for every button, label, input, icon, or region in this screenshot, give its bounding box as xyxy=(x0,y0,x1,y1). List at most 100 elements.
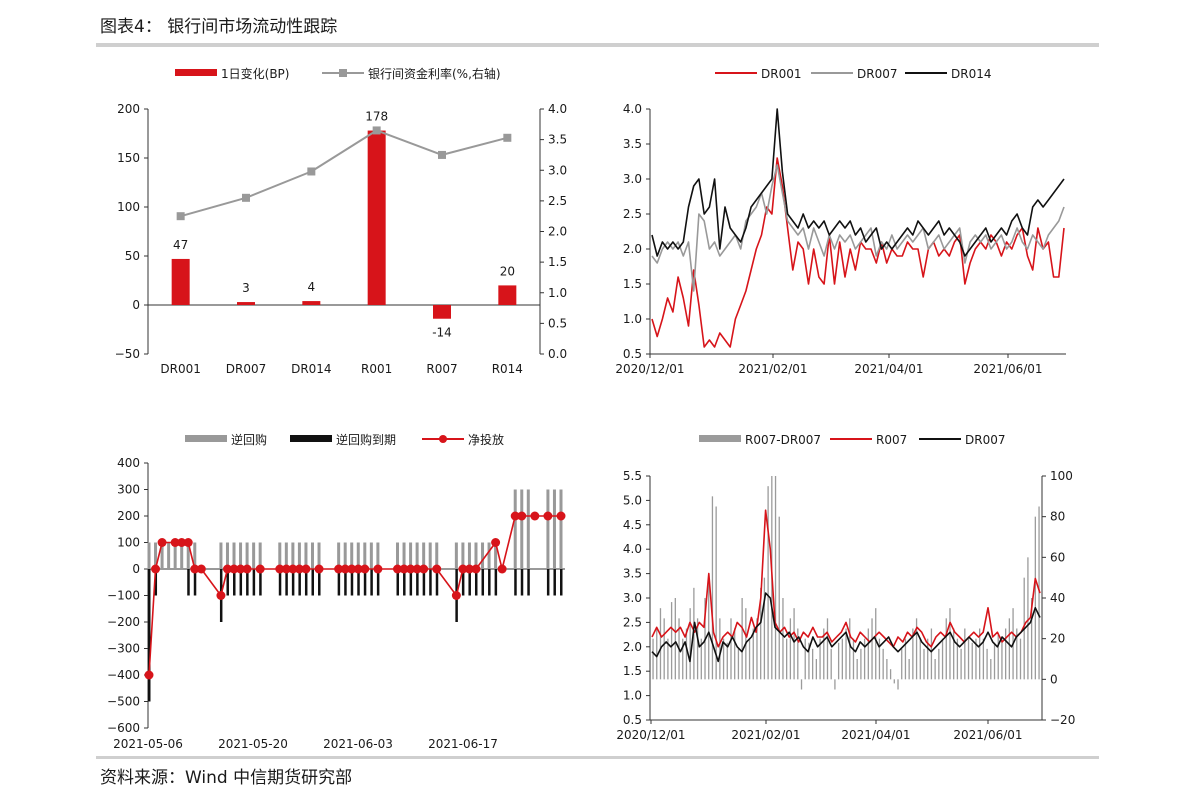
p3-maturity-bar xyxy=(298,569,301,596)
p3-repo-bar xyxy=(559,489,563,569)
p4-spread-bar xyxy=(849,618,851,680)
p1-ytick-right-label: 1.0 xyxy=(548,286,567,300)
p3-repo-bar xyxy=(552,489,556,569)
p4-spread-bar xyxy=(756,618,758,680)
p4-spread-bar xyxy=(782,598,784,680)
p3-repo-bar xyxy=(494,542,498,569)
p4-spread-bar xyxy=(912,628,914,680)
p1-xtick-label: R007 xyxy=(426,362,457,376)
p3-net-marker xyxy=(471,564,481,574)
p4-spread-bar xyxy=(971,642,973,680)
p3-repo-bar xyxy=(239,542,243,569)
p4-spread-bar xyxy=(696,618,699,680)
p1-legend-bar-swatch xyxy=(175,69,217,76)
p3-net-marker xyxy=(236,564,246,574)
p1-ytick-right-label: 2.0 xyxy=(548,225,567,239)
p3-maturity-bar xyxy=(435,569,439,596)
p3-legend-repo-label: 逆回购 xyxy=(231,432,267,447)
p4-legend-dr007-label: DR007 xyxy=(965,433,1005,447)
p3-maturity-bar xyxy=(291,569,295,596)
p3-maturity-bar xyxy=(363,569,367,596)
p3-maturity-bar xyxy=(396,569,400,596)
p4-ytick-right-label: 60 xyxy=(1050,550,1065,564)
p4-spread-bar xyxy=(867,628,869,680)
p3-repo-bar xyxy=(481,542,485,569)
p3-net-marker xyxy=(301,564,311,574)
p4-spread-bar xyxy=(938,648,940,680)
p3-repo-bar xyxy=(546,489,550,569)
p3-legend-net-label: 净投放 xyxy=(468,432,504,447)
p3-legend-maturity-swatch xyxy=(290,435,332,442)
p3-repo-bar xyxy=(173,542,177,569)
p4-line-r007 xyxy=(651,509,1041,648)
p3-repo-bar xyxy=(147,542,151,569)
p3-maturity-bar xyxy=(553,569,556,596)
p3-maturity-bar xyxy=(350,569,354,596)
p4-spread-bar xyxy=(1001,638,1003,680)
p1-xtick-label: DR007 xyxy=(226,362,266,376)
p3-net-marker xyxy=(353,564,363,574)
p1-xtick-label: R001 xyxy=(361,362,392,376)
p4-ytick-label: 2.0 xyxy=(623,640,642,654)
p3-repo-bar xyxy=(435,542,439,569)
p3-maturity-bar xyxy=(246,569,249,596)
p3-net-marker xyxy=(334,564,344,574)
p4-spread-bar xyxy=(726,642,728,680)
p4-spread-bar xyxy=(774,476,777,680)
p3-repo-bar xyxy=(167,542,171,569)
p3-maturity-bar xyxy=(560,569,563,596)
p3-maturity-bar xyxy=(546,569,550,596)
p4-ytick-right-label: 0 xyxy=(1050,672,1058,686)
p3-maturity-bar xyxy=(461,569,465,596)
p3-repo-bar xyxy=(415,542,419,569)
p1-ytick-right-label: 3.0 xyxy=(548,163,567,177)
p4-ytick-label: 3.0 xyxy=(623,591,642,605)
p4-spread-bar xyxy=(889,669,892,680)
p4-legend-r007-label: R007 xyxy=(876,433,907,447)
p3-maturity-bar xyxy=(337,569,341,596)
p3-legend-maturity-label: 逆回购到期 xyxy=(336,432,396,447)
p1-bar xyxy=(433,305,451,319)
p4-ytick-right-label: −20 xyxy=(1050,713,1075,727)
p4-spread-bar xyxy=(708,577,710,680)
p3-net-marker xyxy=(412,564,422,574)
p3-maturity-bar xyxy=(494,569,498,596)
p4-spread-bar xyxy=(722,638,725,680)
p4-spread-bar xyxy=(730,618,732,680)
p3-maturity-bar xyxy=(474,569,478,596)
p3-net-marker xyxy=(314,564,324,574)
p4-spread-bar xyxy=(748,638,751,680)
p3-repo-bar xyxy=(317,542,321,569)
p3-net-marker xyxy=(360,564,370,574)
p3-net-marker xyxy=(510,511,520,521)
p4-spread-bar xyxy=(845,628,847,680)
p3-repo-bar xyxy=(454,542,458,569)
p3-maturity-bar xyxy=(468,569,471,596)
p4-spread-bar xyxy=(741,598,743,680)
p1-ytick-label: 50 xyxy=(125,249,140,263)
p3-ytick-label: −300 xyxy=(107,642,140,656)
p3-maturity-bar xyxy=(311,569,314,596)
p4-spread-bar xyxy=(819,638,821,680)
p3-net-marker xyxy=(229,564,239,574)
p3-repo-bar xyxy=(337,542,341,569)
p4-spread-bar xyxy=(663,618,665,680)
p3-net-marker xyxy=(406,564,416,574)
p3-maturity-bar xyxy=(488,569,491,596)
p4-spread-bar xyxy=(823,628,825,680)
p3-repo-bar xyxy=(467,542,471,569)
p4-spread-bar xyxy=(927,638,929,680)
p3-repo-bar xyxy=(225,542,229,569)
p4-spread-bar xyxy=(656,628,658,680)
p3-repo-bar xyxy=(297,542,301,569)
p1-bar-label: 3 xyxy=(242,281,250,295)
p4-spread-bar xyxy=(982,638,985,680)
p3-repo-bar xyxy=(284,542,288,569)
p4-spread-bar xyxy=(734,628,736,680)
p4-line-dr007 xyxy=(651,592,1041,663)
p3-maturity-bar xyxy=(285,569,288,596)
p4-ytick-right-label: 40 xyxy=(1050,591,1065,605)
p3-repo-bar xyxy=(422,542,426,569)
p3-maturity-bar xyxy=(278,569,282,596)
p3-maturity-bar xyxy=(148,569,151,702)
